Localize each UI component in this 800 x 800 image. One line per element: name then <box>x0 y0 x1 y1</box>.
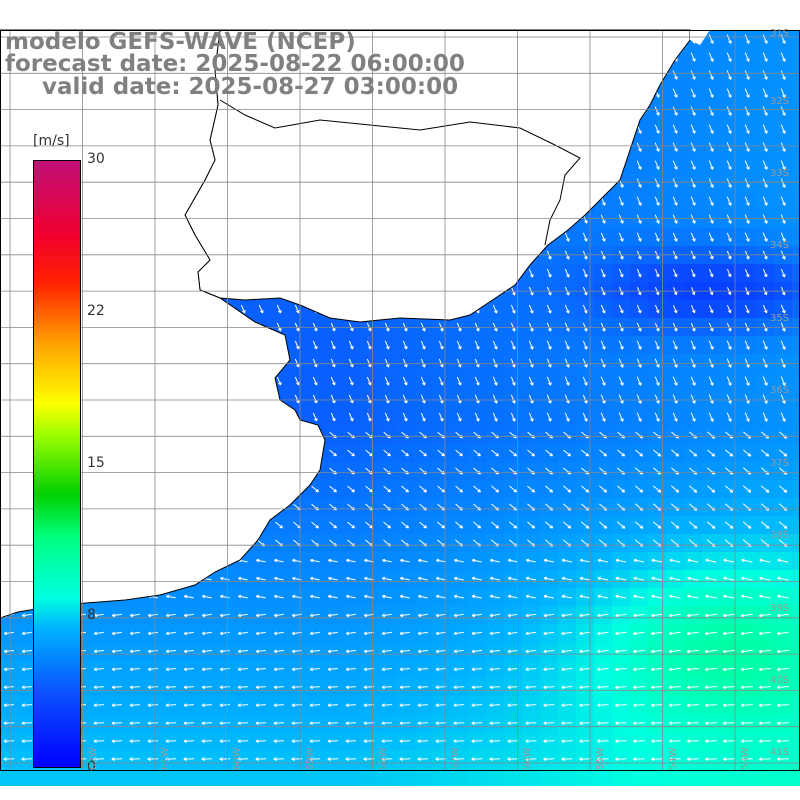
wind-cell <box>792 192 800 210</box>
wind-cell <box>792 732 800 750</box>
colorbar-tick: 30 <box>87 151 105 167</box>
lon-label: 56W <box>522 747 533 770</box>
wind-cell <box>792 66 800 84</box>
lat-label: 33S <box>770 168 790 179</box>
wind-cell <box>792 588 800 606</box>
wind-cell <box>792 102 800 120</box>
lon-label: 62W <box>88 747 99 770</box>
wind-cell <box>792 462 800 480</box>
wind-cell <box>792 642 800 660</box>
wind-cell <box>792 336 800 354</box>
wind-cell <box>792 210 800 228</box>
lon-label: 57W <box>450 747 461 770</box>
wind-cell <box>792 174 800 192</box>
wind-cell <box>792 606 800 624</box>
wind-cell <box>792 750 800 768</box>
lat-label: 37S <box>770 458 790 469</box>
lat-label: 34S <box>770 240 790 251</box>
wind-cell <box>792 516 800 534</box>
wind-cell <box>792 300 800 318</box>
colorbar-tick: 22 <box>87 303 105 319</box>
lat-label: 31S <box>770 28 790 39</box>
lon-label: 58W <box>378 747 389 770</box>
wind-cell <box>792 696 800 714</box>
wind-cell <box>792 48 800 66</box>
valid-date: valid date: 2025-08-27 03:00:00 <box>42 74 459 100</box>
lat-label: 36S <box>770 385 790 396</box>
forecast-date: forecast date: 2025-08-22 06:00:00 <box>5 51 465 77</box>
wind-cell <box>792 498 800 516</box>
wind-cell <box>792 390 800 408</box>
lat-label: 32S <box>770 96 790 107</box>
wind-cell <box>792 678 800 696</box>
wind-cell <box>792 426 800 444</box>
lat-label: 38S <box>770 530 790 541</box>
lon-label: 59W <box>305 747 316 770</box>
wind-cell <box>792 354 800 372</box>
wind-cell <box>792 660 800 678</box>
lon-label: 54W <box>668 747 679 770</box>
wind-cell <box>792 120 800 138</box>
wind-cell <box>792 534 800 552</box>
wind-cell <box>792 714 800 732</box>
wind-cell <box>792 624 800 642</box>
wind-cell <box>792 570 800 588</box>
lon-label: 55W <box>595 747 606 770</box>
lat-label: 35S <box>770 313 790 324</box>
wind-cell <box>792 552 800 570</box>
colorbar <box>33 160 81 768</box>
wind-cell <box>792 156 800 174</box>
wind-cell <box>792 480 800 498</box>
lon-label: 60W <box>232 747 243 770</box>
colorbar-tick: 8 <box>87 607 96 623</box>
lat-label: 40S <box>770 675 790 686</box>
lon-label: 61W <box>160 747 171 770</box>
colorbar-tick: 15 <box>87 455 105 471</box>
lat-label: 41S <box>770 747 790 758</box>
colorbar-units: [m/s] <box>33 133 70 149</box>
wind-cell <box>792 30 800 48</box>
wind-cell <box>792 264 800 282</box>
wind-cell <box>792 138 800 156</box>
lon-label: 53W <box>740 747 751 770</box>
wind-cell <box>792 84 800 102</box>
wind-cell <box>792 228 800 246</box>
wind-cell <box>792 444 800 462</box>
wind-cell <box>792 372 800 390</box>
wind-cell <box>792 408 800 426</box>
lat-label: 39S <box>770 603 790 614</box>
